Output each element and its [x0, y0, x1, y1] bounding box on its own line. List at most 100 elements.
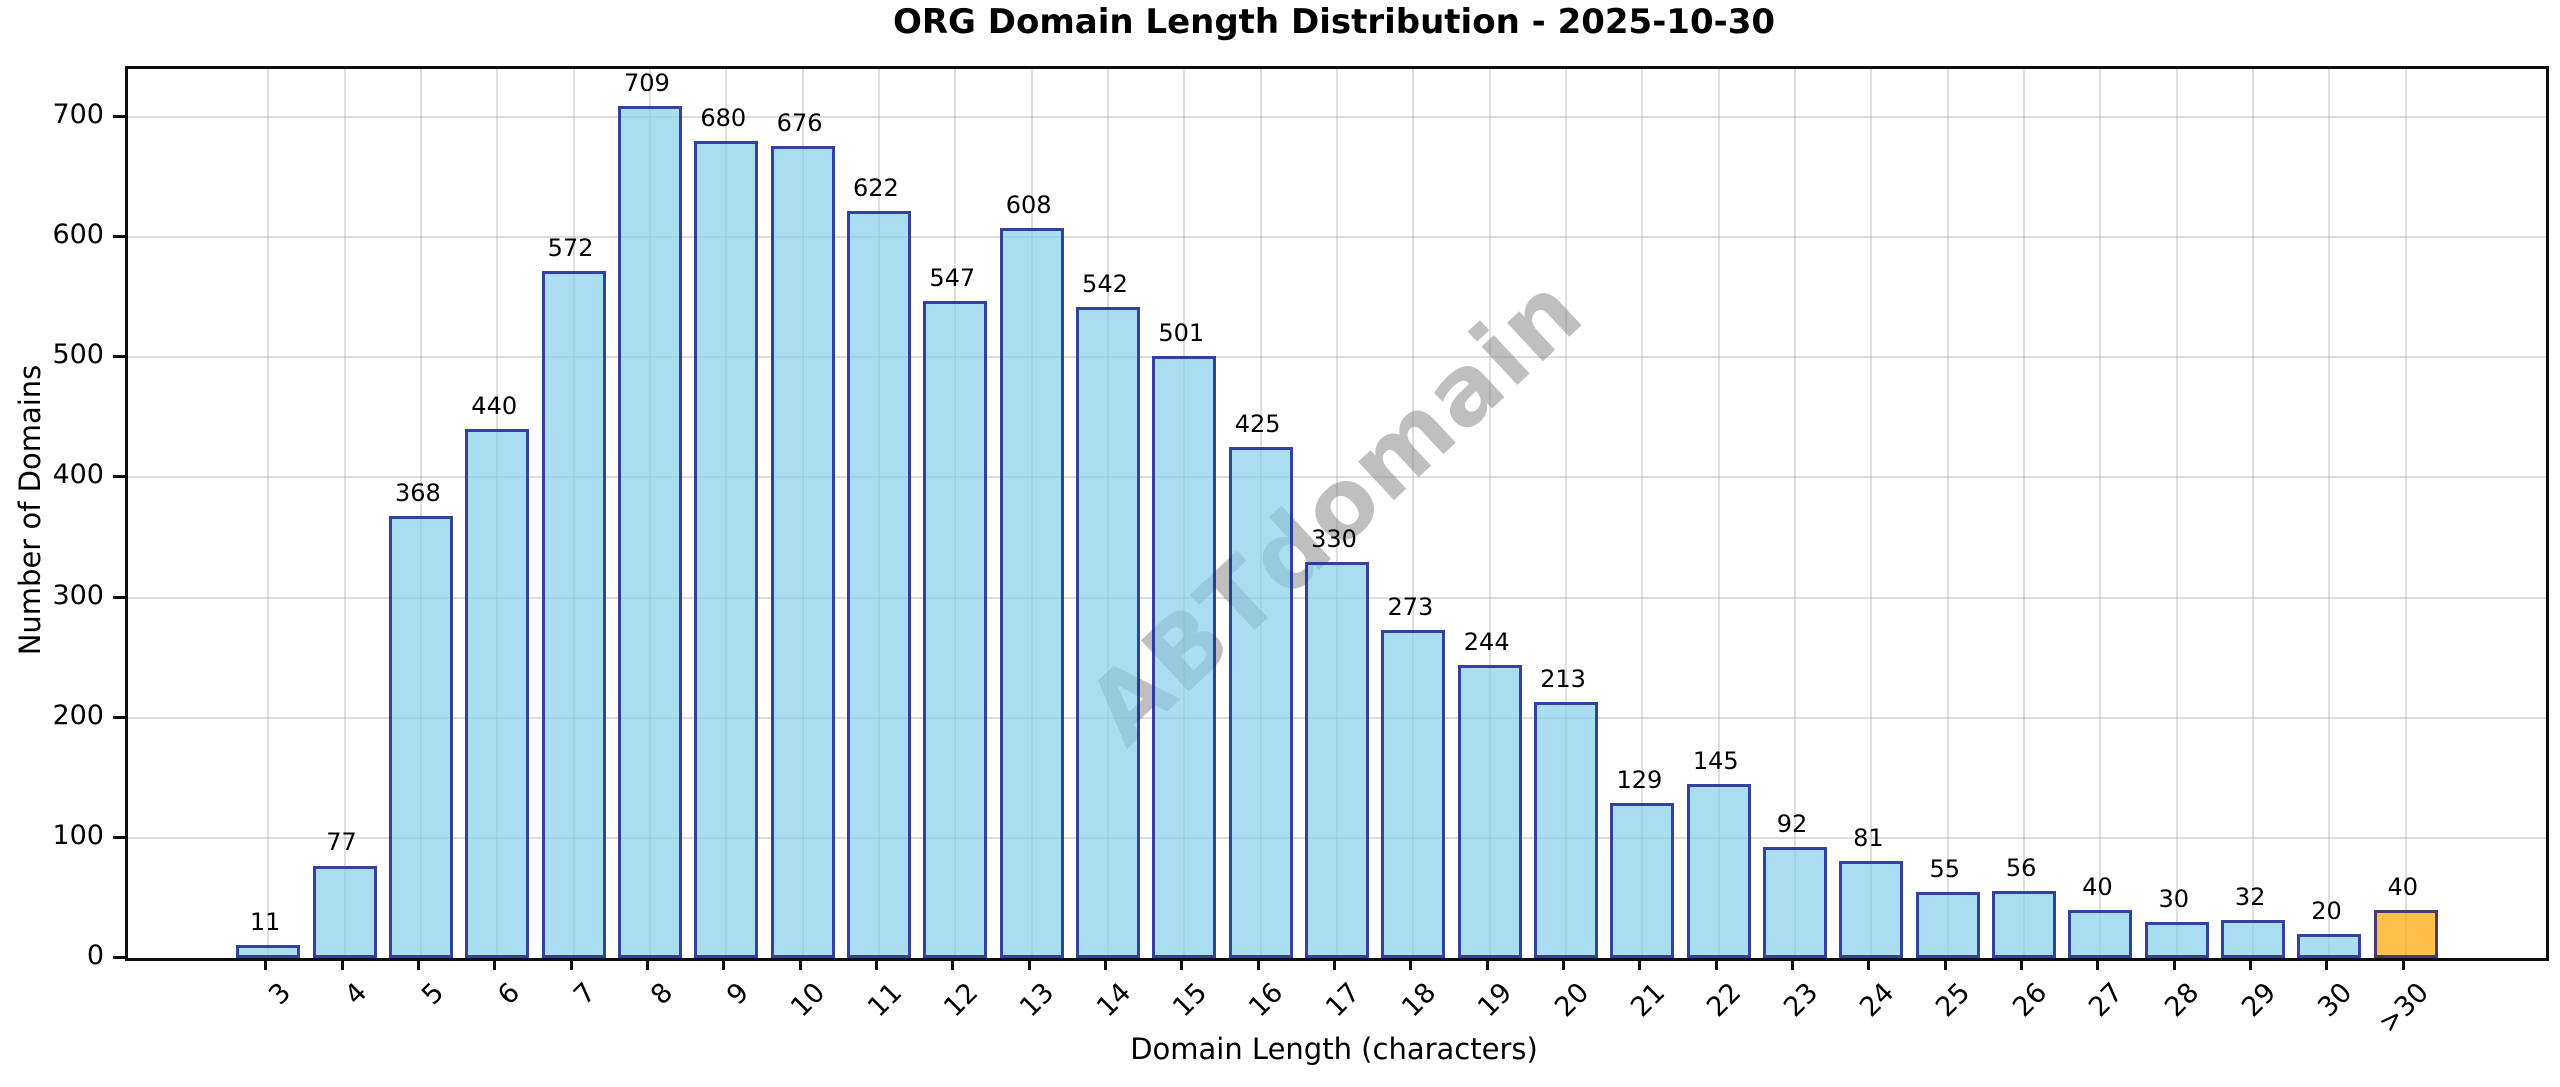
bar-value-label: 56: [2005, 853, 2037, 882]
y-tick-label: 0: [86, 940, 104, 971]
bar-value-label: 40: [2387, 872, 2419, 901]
x-tick-mark: [2096, 958, 2100, 970]
bar: [236, 944, 301, 958]
x-tick-mark: [2020, 958, 2024, 970]
x-tick-mark: [2401, 958, 2405, 970]
x-gridline: [1336, 69, 1338, 958]
bar: [694, 141, 759, 958]
x-gridline: [267, 69, 270, 958]
chart-title: ORG Domain Length Distribution - 2025-10…: [892, 2, 1776, 42]
x-gridline: [1488, 69, 1491, 958]
x-tick-mark: [722, 958, 726, 970]
bar: [2068, 909, 2133, 958]
bar-value-label: 129: [1616, 766, 1663, 795]
bar: [846, 210, 911, 958]
plot-area: ABTdomain: [125, 66, 2549, 961]
x-tick-mark: [1714, 958, 1718, 970]
bar-value-label: 55: [1929, 854, 1961, 883]
x-gridline: [1641, 69, 1644, 958]
bar-value-label: 81: [1853, 823, 1884, 852]
x-tick-label: 3: [263, 977, 298, 1012]
bar-value-label: 330: [1311, 524, 1357, 553]
x-tick-label: 20: [1548, 977, 1595, 1024]
x-tick-mark: [874, 958, 878, 970]
x-tick-label: 6: [492, 977, 527, 1012]
x-tick-label: 23: [1777, 977, 1824, 1024]
bar-value-label: 273: [1387, 593, 1434, 622]
x-tick-label: 7: [568, 977, 603, 1012]
x-tick-mark: [1485, 958, 1489, 970]
x-gridline: [2328, 69, 2331, 958]
bar-value-label: 542: [1082, 269, 1128, 298]
bar-value-label: 244: [1463, 627, 1510, 656]
x-tick-mark: [2325, 958, 2329, 970]
bar: [923, 300, 988, 958]
bar-value-label: 11: [249, 907, 281, 936]
x-tick-label: >30: [2372, 977, 2435, 1040]
bar-value-label: 40: [2082, 872, 2113, 901]
y-tick-mark: [113, 355, 125, 359]
bar-value-label: 368: [394, 478, 441, 507]
bar-value-label: 440: [471, 392, 518, 421]
x-tick-mark: [493, 958, 497, 970]
x-tick-mark: [1562, 958, 1566, 970]
bar: [312, 865, 377, 958]
x-gridline: [2023, 69, 2026, 958]
x-gridline: [2404, 69, 2407, 958]
bar: [1228, 447, 1293, 958]
y-tick-mark: [113, 715, 125, 719]
x-gridline: [1870, 69, 1873, 958]
x-gridline: [343, 69, 346, 958]
bar: [1075, 306, 1140, 958]
bar: [1610, 803, 1675, 958]
y-gridline: [128, 236, 2546, 239]
y-tick-mark: [113, 595, 125, 599]
bar-value-label: 32: [2234, 882, 2266, 911]
y-gridline: [128, 476, 2546, 479]
bar-value-label: 608: [1005, 190, 1052, 219]
y-tick-label: 400: [52, 459, 104, 491]
y-tick-mark: [113, 115, 125, 119]
bar-value-label: 213: [1540, 665, 1586, 694]
bar: [2297, 933, 2362, 958]
x-tick-label: 16: [1243, 977, 1290, 1024]
x-tick-mark: [264, 958, 268, 970]
x-tick-mark: [951, 958, 955, 970]
bar: [999, 227, 1064, 958]
x-tick-label: 29: [2235, 977, 2283, 1024]
bar-value-label: 547: [929, 263, 976, 292]
bar-value-label: 30: [2158, 884, 2190, 913]
x-tick-mark: [798, 958, 802, 970]
bar: [541, 270, 606, 958]
bar: [1152, 356, 1217, 958]
x-tick-label: 5: [415, 977, 450, 1012]
bar: [1534, 702, 1599, 958]
x-tick-mark: [416, 958, 420, 970]
x-tick-mark: [1180, 958, 1184, 970]
bar: [770, 145, 835, 958]
y-tick-label: 700: [52, 99, 104, 131]
x-gridline: [1565, 69, 1568, 958]
bar: [1457, 664, 1522, 958]
x-tick-mark: [1867, 958, 1871, 970]
bar: [2144, 921, 2209, 958]
y-tick-mark: [113, 956, 125, 959]
bar-value-label: 92: [1776, 810, 1808, 839]
x-tick-label: 18: [1396, 977, 1443, 1024]
x-tick-label: 9: [721, 977, 756, 1012]
x-tick-label: 30: [2312, 977, 2359, 1024]
bar: [1992, 890, 2057, 958]
bar-value-label: 501: [1158, 319, 1205, 348]
x-tick-mark: [2249, 958, 2253, 970]
x-tick-mark: [1409, 958, 1413, 970]
x-tick-mark: [1791, 958, 1795, 970]
bar-value-label: 425: [1234, 410, 1281, 439]
x-gridline: [2099, 69, 2102, 958]
x-gridline: [2175, 69, 2178, 958]
y-gridline: [128, 116, 2546, 119]
x-tick-label: 10: [785, 977, 832, 1024]
y-tick-label: 100: [52, 819, 104, 851]
y-tick-label: 300: [52, 579, 104, 611]
x-axis-label: Domain Length (characters): [1130, 1032, 1538, 1066]
